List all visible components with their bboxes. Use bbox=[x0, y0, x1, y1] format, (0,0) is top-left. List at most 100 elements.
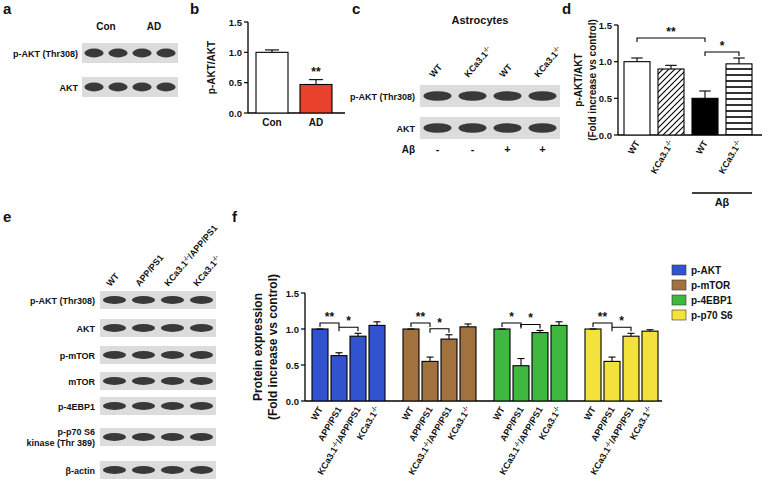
text-part: 1.0 bbox=[229, 47, 242, 58]
error-bar bbox=[407, 329, 414, 330]
y-tick-label: 0.0 bbox=[599, 130, 612, 141]
band bbox=[190, 377, 213, 385]
y-tick-label: 1.5 bbox=[229, 17, 243, 28]
y-tick bbox=[614, 134, 618, 135]
y-axis-label: (Fold increase vs control) bbox=[266, 274, 280, 420]
band bbox=[529, 91, 557, 101]
legend-swatch bbox=[672, 310, 686, 320]
text-part: AD bbox=[147, 21, 161, 32]
band bbox=[132, 433, 155, 441]
error-bar bbox=[555, 322, 562, 326]
row-label: p-p70 S6 bbox=[57, 427, 95, 437]
band bbox=[161, 466, 184, 474]
band bbox=[84, 49, 103, 58]
row-label: p-mTOR bbox=[60, 351, 96, 361]
error-cap bbox=[498, 328, 505, 329]
bar bbox=[369, 325, 385, 401]
band bbox=[161, 377, 184, 385]
text-part: Con bbox=[262, 117, 281, 128]
row-label: β-actin bbox=[66, 466, 96, 476]
bar bbox=[726, 64, 752, 135]
text-part: * bbox=[509, 310, 514, 324]
error-cap bbox=[665, 65, 676, 66]
significance: ** bbox=[416, 310, 426, 324]
text-part: ** bbox=[666, 25, 676, 39]
chart-panel: f0.00.51.01.5Protein expression(Fold inc… bbox=[232, 208, 733, 477]
x-tick-label: KCa3.1-/-/APP/PS1 bbox=[587, 404, 635, 476]
y-axis-label: Protein expression bbox=[251, 293, 265, 401]
x-tick-label: KCa3.1-/- bbox=[536, 404, 564, 441]
bar bbox=[331, 356, 347, 401]
text-part: b bbox=[190, 0, 199, 17]
text-part: c bbox=[352, 0, 360, 17]
text-part: AKT bbox=[77, 324, 96, 334]
row-label: kinase (Thr 389) bbox=[26, 438, 95, 448]
bar bbox=[256, 52, 288, 113]
text-part: * bbox=[619, 314, 624, 328]
blot-strip bbox=[100, 397, 216, 415]
band bbox=[494, 91, 522, 101]
blot-panel: eWTAPP/PS1KCa3.1-/-/APP/PS1KCa3.1-/-p-AK… bbox=[3, 208, 222, 479]
text-part: p-p70 S6 bbox=[691, 310, 733, 321]
y-axis-label: (Fold increase vs control) bbox=[587, 19, 598, 141]
error-cap bbox=[646, 329, 653, 330]
text-part: WT bbox=[497, 62, 514, 80]
y-tick bbox=[614, 24, 618, 25]
error-cap bbox=[627, 333, 634, 334]
y-tick-label: 0.5 bbox=[599, 93, 613, 104]
x-tick-label: AD bbox=[309, 117, 323, 128]
band bbox=[459, 91, 487, 101]
band bbox=[459, 123, 487, 133]
figure: b0.00.51.01.5p-AKT/AKTConAD**d0.00.51.01… bbox=[0, 0, 778, 501]
panel-label: d bbox=[562, 0, 571, 17]
text-part: p-AKT (Thr308) bbox=[350, 92, 415, 102]
error-line bbox=[448, 335, 449, 339]
band bbox=[132, 402, 155, 410]
band bbox=[132, 377, 155, 385]
text-part: 1.5 bbox=[599, 20, 613, 31]
band bbox=[132, 49, 151, 58]
error-bar bbox=[631, 58, 642, 62]
bar bbox=[350, 336, 366, 401]
text-part: KCa3.1 bbox=[191, 258, 218, 288]
panel-label: a bbox=[3, 0, 12, 17]
x-tick-label: WT bbox=[582, 405, 598, 423]
error-cap bbox=[608, 357, 615, 358]
treatment-sign: - bbox=[436, 143, 440, 155]
y-tick bbox=[614, 61, 618, 62]
marks bbox=[624, 58, 752, 135]
text-part: Astrocytes bbox=[452, 14, 509, 26]
band bbox=[161, 324, 184, 332]
error-bar bbox=[665, 65, 676, 69]
text-part: WT bbox=[427, 62, 444, 80]
error-bar bbox=[309, 80, 323, 85]
band bbox=[494, 123, 522, 133]
error-line bbox=[704, 91, 705, 98]
text-part: KCa3.1 bbox=[537, 410, 561, 441]
band bbox=[156, 49, 175, 58]
blot-strip bbox=[100, 372, 216, 390]
x-tick-label: WT bbox=[309, 405, 325, 423]
bar bbox=[551, 325, 567, 401]
significance: * bbox=[346, 314, 351, 328]
text-part: p-AKT (Thr308) bbox=[30, 296, 95, 306]
row-label: p-AKT (Thr308) bbox=[30, 296, 95, 306]
bar bbox=[513, 366, 529, 401]
bar bbox=[460, 327, 476, 401]
marks bbox=[256, 50, 332, 113]
band bbox=[161, 296, 184, 304]
text-part: p-p70 S6 bbox=[57, 427, 95, 437]
x-tick-label: WT bbox=[491, 405, 507, 423]
error-cap bbox=[445, 334, 452, 335]
y-tick-label: 0.5 bbox=[229, 77, 243, 88]
text-part: 1.0 bbox=[599, 56, 612, 67]
error-cap bbox=[407, 328, 414, 329]
band bbox=[103, 351, 126, 359]
band bbox=[190, 466, 213, 474]
band bbox=[190, 296, 213, 304]
band bbox=[103, 324, 126, 332]
error-cap bbox=[589, 328, 596, 329]
bar bbox=[532, 333, 548, 401]
blot-panel: cAstrocytesWTKCa3.1-/-WTKCa3.1-/-p-AKT (… bbox=[350, 0, 563, 155]
lane-label: KCa3.1-/- bbox=[190, 253, 222, 288]
